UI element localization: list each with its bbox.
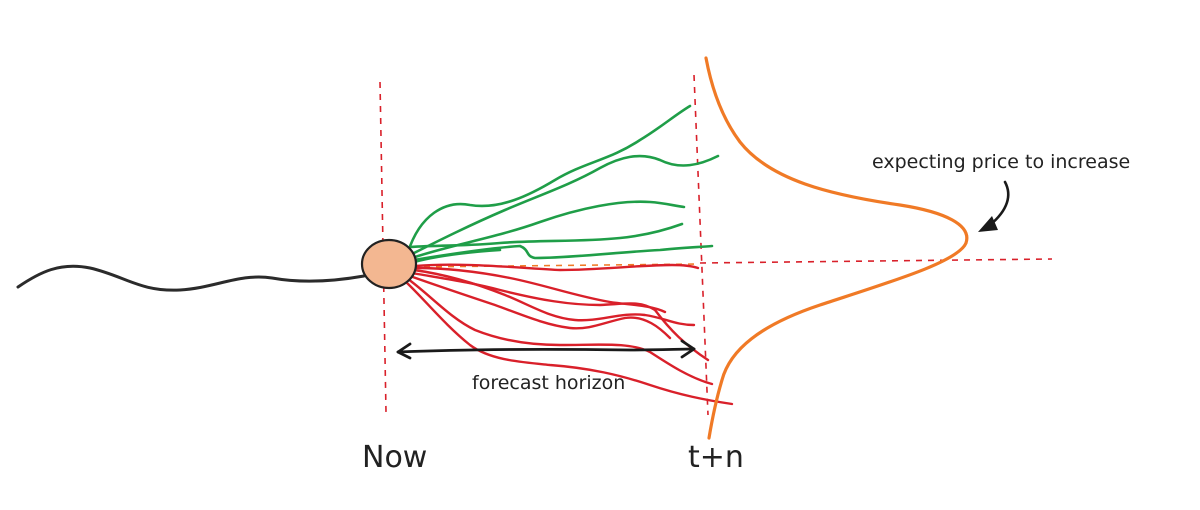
up-path <box>412 248 502 264</box>
historical-price-path <box>16 264 366 292</box>
now-label: Now <box>362 440 427 475</box>
upward-paths <box>406 104 720 264</box>
forecast-horizon-label: forecast horizon <box>472 372 625 394</box>
up-path <box>410 200 686 260</box>
arrow-shaft <box>396 347 696 354</box>
up-path <box>406 104 692 254</box>
downward-paths <box>404 263 734 406</box>
forecast-horizon-arrow <box>396 339 696 360</box>
current-price-guide-line <box>699 258 1053 264</box>
down-path <box>406 277 714 386</box>
origin-marker <box>360 238 418 290</box>
arrow-head-left <box>396 342 412 360</box>
up-path <box>408 222 684 249</box>
up-path <box>412 244 714 262</box>
annotation-arrow-head <box>978 216 998 232</box>
down-path <box>412 268 696 327</box>
down-path <box>414 266 667 314</box>
horizon-guide-line <box>693 74 709 416</box>
down-path <box>410 271 710 362</box>
down-path <box>404 280 734 406</box>
arrow-head-right <box>680 339 696 359</box>
forecast-distribution-curve <box>704 56 969 440</box>
down-path <box>414 263 700 272</box>
horizon-end-label: t+n <box>688 440 744 475</box>
down-path <box>408 274 672 340</box>
up-path <box>408 154 720 257</box>
expectation-annotation: expecting price to increase <box>872 151 1130 173</box>
